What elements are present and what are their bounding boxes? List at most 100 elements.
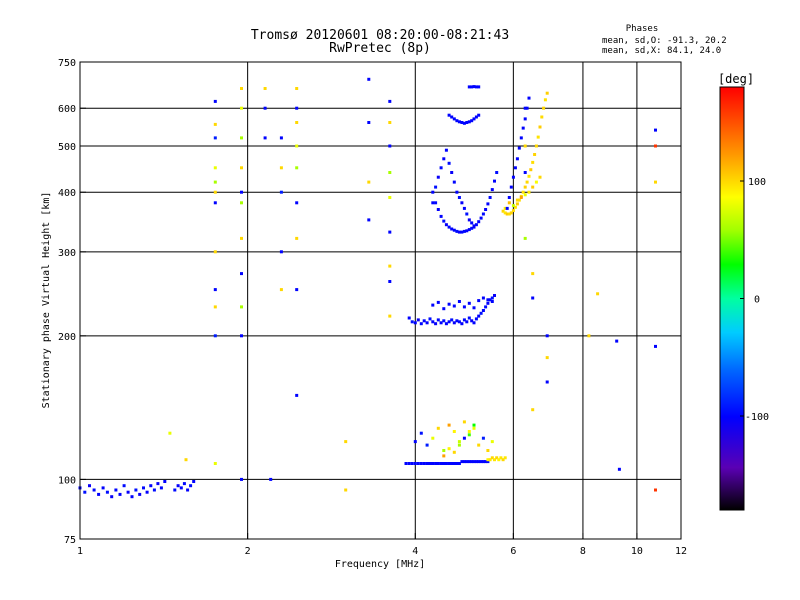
data-point — [654, 144, 657, 148]
data-point — [534, 180, 538, 184]
data-point — [615, 339, 619, 343]
data-point — [407, 462, 411, 465]
data-point — [479, 216, 483, 220]
data-point — [472, 306, 476, 310]
data-point — [344, 440, 348, 444]
data-point — [507, 201, 511, 205]
data-point — [213, 334, 217, 338]
data-point — [490, 300, 494, 303]
data-point — [467, 85, 471, 89]
data-point — [497, 458, 501, 462]
data-point — [442, 219, 446, 223]
data-point — [434, 201, 438, 205]
data-point — [447, 423, 451, 427]
data-point — [450, 227, 454, 231]
data-point — [431, 462, 435, 465]
data-point — [457, 230, 461, 234]
data-point — [431, 303, 435, 307]
data-point — [533, 153, 537, 156]
data-point — [159, 486, 163, 490]
data-point — [434, 185, 438, 189]
data-point — [517, 146, 521, 150]
data-point — [486, 202, 490, 206]
data-point — [436, 175, 440, 179]
data-point — [436, 208, 440, 211]
data-point — [472, 321, 476, 325]
data-point — [213, 190, 217, 194]
data-point — [442, 449, 446, 452]
data-point — [545, 380, 549, 384]
data-point — [182, 482, 186, 486]
data-point — [460, 460, 464, 464]
data-point — [462, 436, 466, 440]
data-point — [444, 322, 448, 326]
data-point — [465, 320, 469, 324]
data-point — [447, 462, 451, 465]
data-point — [525, 106, 529, 110]
data-point — [467, 430, 471, 433]
data-point — [531, 185, 535, 189]
data-point — [523, 144, 527, 148]
data-point — [538, 125, 542, 129]
data-point — [92, 488, 96, 492]
data-point — [416, 318, 420, 322]
data-point — [413, 321, 417, 325]
data-point — [477, 113, 481, 117]
data-point — [474, 115, 478, 119]
data-point — [240, 477, 243, 481]
colorbar-ticks: 100 0 -100 — [740, 177, 769, 423]
data-point — [521, 190, 525, 194]
data-point — [240, 305, 243, 309]
data-point — [477, 443, 481, 447]
data-point — [295, 201, 299, 205]
data-point — [477, 85, 481, 89]
chart-title: Tromsø 20120601 08:20:00-08:21:43 — [251, 28, 509, 43]
data-point — [436, 318, 440, 322]
data-point — [439, 166, 443, 170]
data-point — [490, 296, 494, 300]
data-point — [545, 356, 549, 360]
data-point — [457, 440, 461, 444]
data-point — [444, 148, 448, 152]
data-point — [367, 218, 371, 222]
data-point — [523, 171, 527, 174]
data-point — [472, 85, 476, 89]
data-point — [531, 296, 535, 300]
data-point — [517, 198, 521, 202]
data-point — [367, 77, 371, 81]
data-point — [295, 144, 299, 148]
colorbar-tick-label: 100 — [748, 177, 766, 188]
data-point — [460, 201, 464, 205]
data-point — [184, 458, 188, 462]
data-point — [474, 85, 478, 89]
data-point — [488, 458, 492, 462]
data-point — [474, 460, 478, 464]
data-point — [118, 492, 122, 496]
data-point — [472, 117, 476, 121]
data-point — [367, 180, 371, 184]
data-point — [523, 236, 527, 240]
data-point — [654, 128, 657, 132]
data-point — [542, 106, 546, 110]
data-point — [388, 314, 392, 318]
data-point — [513, 205, 517, 209]
data-point — [462, 229, 466, 233]
data-point — [654, 488, 657, 492]
data-point — [425, 462, 429, 465]
data-point — [455, 190, 459, 194]
y-tick-label: 500 — [58, 142, 76, 153]
data-point — [529, 168, 533, 172]
data-point — [240, 236, 243, 240]
data-point — [515, 198, 519, 202]
data-point — [105, 490, 109, 494]
data-point — [444, 223, 448, 227]
data-point — [507, 196, 511, 199]
data-point — [388, 121, 392, 124]
data-point — [295, 87, 299, 90]
data-point — [388, 196, 392, 199]
data-point — [462, 305, 466, 309]
data-point — [213, 166, 217, 170]
data-point — [493, 294, 496, 297]
data-point — [122, 484, 126, 488]
